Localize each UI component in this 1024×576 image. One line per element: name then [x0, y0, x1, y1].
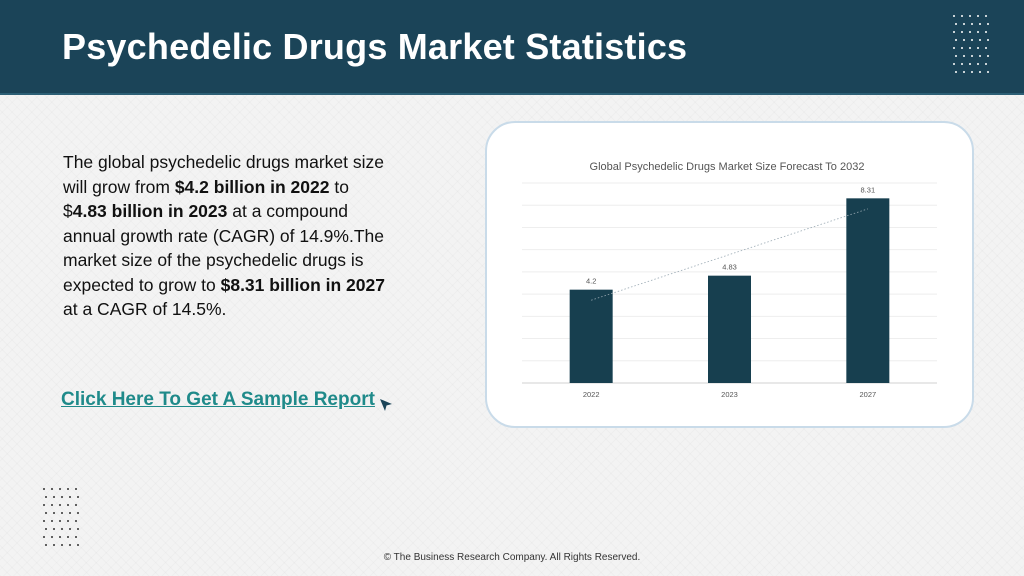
x-tick-label: 2022 [583, 390, 600, 399]
data-label: 4.83 [722, 263, 737, 272]
header-banner: Psychedelic Drugs Market Statistics [0, 0, 1024, 95]
highlight-figure: $4.2 billion in 2022 [174, 176, 330, 197]
data-label: 8.31 [861, 185, 876, 194]
bar [708, 275, 751, 383]
data-label: 4.2 [586, 277, 596, 286]
chart-card: Global Psychedelic Drugs Market Size For… [485, 121, 974, 428]
paragraph-segment: The global psychedelic drugs market size… [63, 152, 384, 197]
trendline [591, 208, 868, 301]
decorative-dots-bottom-left [43, 488, 79, 546]
decorative-dots-top-right [953, 15, 989, 73]
x-tick-label: 2027 [859, 390, 876, 399]
bar [846, 198, 890, 383]
cursor-arrow-icon [380, 399, 392, 411]
chart-title: Global Psychedelic Drugs Market Size For… [590, 161, 865, 173]
bar [569, 289, 613, 383]
paragraph-segment: at a compound annual growth rate (CAGR) … [63, 201, 384, 295]
x-tick-label: 2023 [721, 390, 738, 399]
page-title: Psychedelic Drugs Market Statistics [62, 26, 688, 67]
copyright-footer: © The Business Research Company. All Rig… [383, 552, 641, 563]
market-size-bar-chart: Global Psychedelic Drugs Market Size For… [522, 161, 937, 399]
highlight-figure: $8.31 billion in 2027 [220, 274, 385, 295]
market-summary-text: The global psychedelic drugs market size… [63, 150, 393, 322]
highlight-figure: 4.83 billion in 2023 [72, 201, 228, 221]
paragraph-segment: at a CAGR of 14.5%. [63, 299, 227, 319]
paragraph-segment: to $ [63, 176, 349, 222]
sample-report-link[interactable]: Click Here To Get A Sample Report [61, 389, 375, 410]
